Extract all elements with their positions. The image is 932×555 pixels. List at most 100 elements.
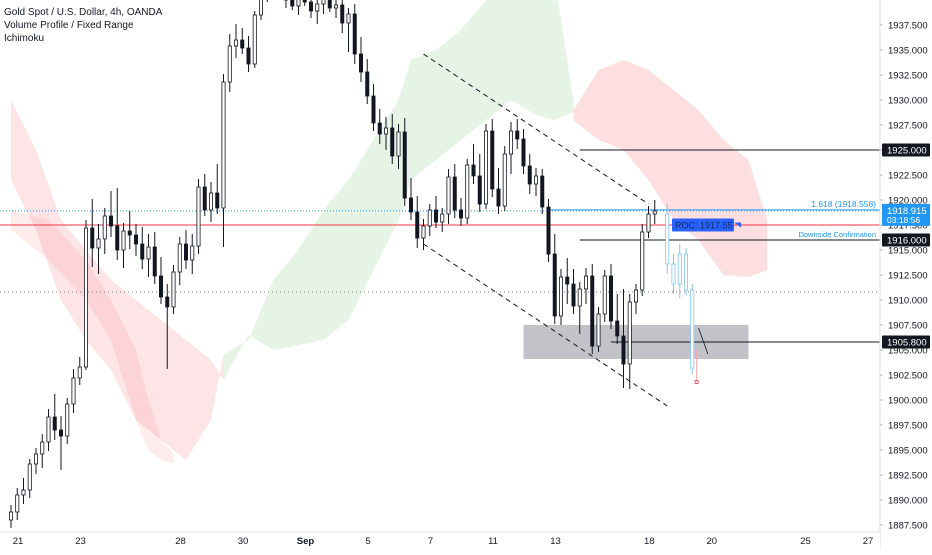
candle[interactable] [121, 223, 126, 268]
candle[interactable] [383, 117, 388, 150]
candle[interactable] [358, 37, 363, 82]
candle[interactable] [421, 219, 426, 250]
level-price-label-box[interactable] [882, 233, 930, 247]
candle[interactable] [415, 196, 420, 248]
candle[interactable] [458, 198, 463, 226]
candle[interactable] [146, 234, 151, 277]
candle[interactable] [140, 227, 145, 269]
candle[interactable] [584, 268, 589, 304]
candle[interactable] [502, 146, 507, 211]
candle[interactable] [527, 154, 532, 194]
candle[interactable] [596, 307, 601, 352]
candle[interactable] [302, 0, 307, 6]
candle[interactable] [246, 36, 251, 72]
candle[interactable] [15, 488, 20, 520]
candle[interactable] [84, 220, 89, 370]
candle[interactable] [427, 204, 432, 236]
candle[interactable] [21, 478, 26, 504]
candle[interactable] [152, 232, 157, 284]
candle[interactable] [371, 84, 376, 131]
candle[interactable] [333, 0, 338, 18]
candle[interactable] [34, 448, 39, 474]
candle[interactable] [102, 208, 107, 254]
candle[interactable] [609, 264, 614, 329]
candle[interactable] [571, 269, 576, 314]
price-axis[interactable] [880, 0, 932, 550]
trendline[interactable] [423, 53, 649, 205]
candle[interactable] [266, 0, 269, 2]
candle[interactable] [308, 0, 313, 18]
candle[interactable] [77, 357, 82, 385]
candle[interactable] [215, 164, 220, 214]
candle[interactable] [290, 0, 295, 10]
candle[interactable] [402, 118, 407, 206]
candle[interactable] [390, 114, 395, 164]
candle[interactable] [46, 409, 51, 451]
candle[interactable] [477, 154, 482, 212]
candle[interactable] [652, 200, 657, 224]
candle[interactable] [496, 168, 501, 214]
candle[interactable] [27, 459, 32, 498]
candle[interactable] [258, 0, 263, 20]
candle[interactable] [90, 199, 95, 267]
candle[interactable] [52, 394, 57, 440]
candle[interactable] [327, 0, 332, 12]
candle[interactable] [59, 416, 64, 470]
candle[interactable] [534, 168, 539, 196]
candle[interactable] [540, 169, 545, 214]
candle[interactable] [321, 0, 326, 14]
candle[interactable] [115, 188, 120, 260]
candle[interactable] [471, 144, 476, 184]
candle[interactable] [283, 0, 288, 8]
candle[interactable] [552, 234, 557, 324]
candle[interactable] [71, 369, 76, 413]
candle[interactable] [515, 119, 520, 149]
candle[interactable] [433, 196, 438, 228]
candle[interactable] [183, 230, 188, 269]
candle[interactable] [221, 74, 226, 247]
candle[interactable] [233, 24, 238, 58]
indicator-ichimoku[interactable]: Ichimoku [4, 33, 45, 44]
level-price-label-box[interactable] [882, 335, 930, 349]
candle[interactable] [171, 265, 176, 314]
candle[interactable] [640, 224, 645, 296]
candle[interactable] [446, 169, 451, 224]
candle[interactable] [352, 4, 357, 64]
candle[interactable] [490, 119, 495, 197]
candle[interactable] [627, 294, 632, 389]
candle[interactable] [621, 289, 626, 388]
candle[interactable] [565, 258, 570, 304]
current-price-badge[interactable] [882, 203, 930, 226]
indicator-volume-profile[interactable]: Volume Profile / Fixed Range [4, 20, 134, 31]
candle[interactable] [190, 234, 195, 274]
candle[interactable] [315, 0, 320, 24]
level-price-label-box[interactable] [882, 143, 930, 157]
candle[interactable] [40, 434, 45, 468]
candle[interactable] [440, 208, 445, 232]
candle[interactable] [252, 11, 257, 68]
candle[interactable] [590, 264, 595, 354]
candle[interactable] [227, 34, 232, 92]
candle[interactable] [8, 505, 13, 528]
candle[interactable] [465, 159, 470, 224]
candle[interactable] [240, 28, 245, 54]
candle[interactable] [165, 284, 170, 369]
candle[interactable] [546, 199, 551, 262]
candle[interactable] [109, 191, 114, 237]
candle[interactable] [127, 211, 132, 249]
candle[interactable] [577, 282, 582, 334]
candle[interactable] [177, 237, 182, 285]
candle[interactable] [483, 124, 488, 209]
candle[interactable] [133, 224, 138, 256]
candle[interactable] [208, 182, 213, 222]
candle[interactable] [602, 270, 607, 322]
candle[interactable] [396, 124, 401, 169]
candle[interactable] [196, 179, 201, 254]
trendline[interactable] [423, 243, 668, 407]
entry-label-box[interactable] [672, 218, 734, 232]
candle[interactable] [521, 129, 526, 174]
candle[interactable] [365, 59, 370, 104]
candle[interactable] [340, 0, 345, 33]
